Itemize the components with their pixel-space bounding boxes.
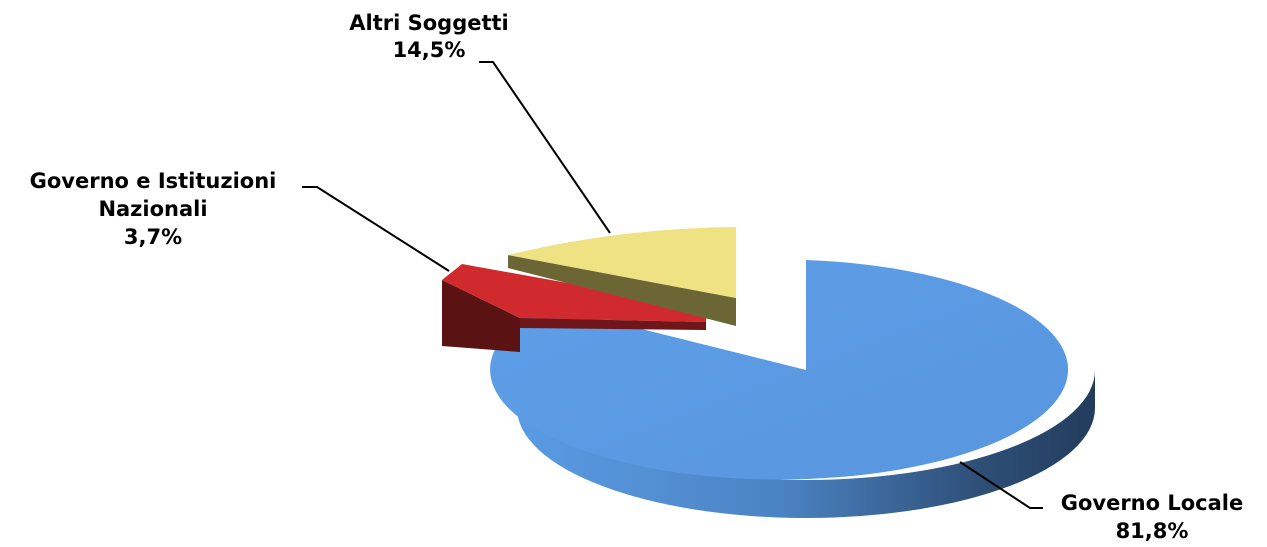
label-nazionali-value: 3,7% xyxy=(124,225,182,249)
slice-nazionali xyxy=(442,264,707,352)
label-altri-value: 14,5% xyxy=(393,38,466,62)
leader-line-governo-locale xyxy=(959,461,1043,509)
leader-line-nazionali xyxy=(302,186,450,272)
label-altri-name: Altri Soggetti xyxy=(349,11,509,35)
label-nazionali-name-2: Nazionali xyxy=(98,197,207,221)
slice-nazionali-top xyxy=(442,264,707,322)
label-governo-locale: Governo Locale 81,8% xyxy=(1061,491,1244,543)
slice-altri-top xyxy=(508,227,736,298)
slice-nazionali-front xyxy=(520,318,706,330)
label-altri: Altri Soggetti 14,5% xyxy=(349,11,509,62)
slice-governo-locale-top xyxy=(490,260,1069,480)
slice-altri-side xyxy=(508,255,736,326)
label-governo-locale-name: Governo Locale xyxy=(1061,491,1244,515)
slice-altri xyxy=(508,227,736,326)
label-nazionali: Governo e Istituzioni Nazionali 3,7% xyxy=(30,169,277,249)
slice-nazionali-side xyxy=(442,280,520,352)
slice-governo-locale xyxy=(490,260,1095,518)
label-nazionali-name-1: Governo e Istituzioni xyxy=(30,169,277,193)
label-governo-locale-value: 81,8% xyxy=(1116,519,1189,543)
slice-governo-locale-side xyxy=(517,370,1095,518)
leader-line-altri xyxy=(479,61,611,234)
